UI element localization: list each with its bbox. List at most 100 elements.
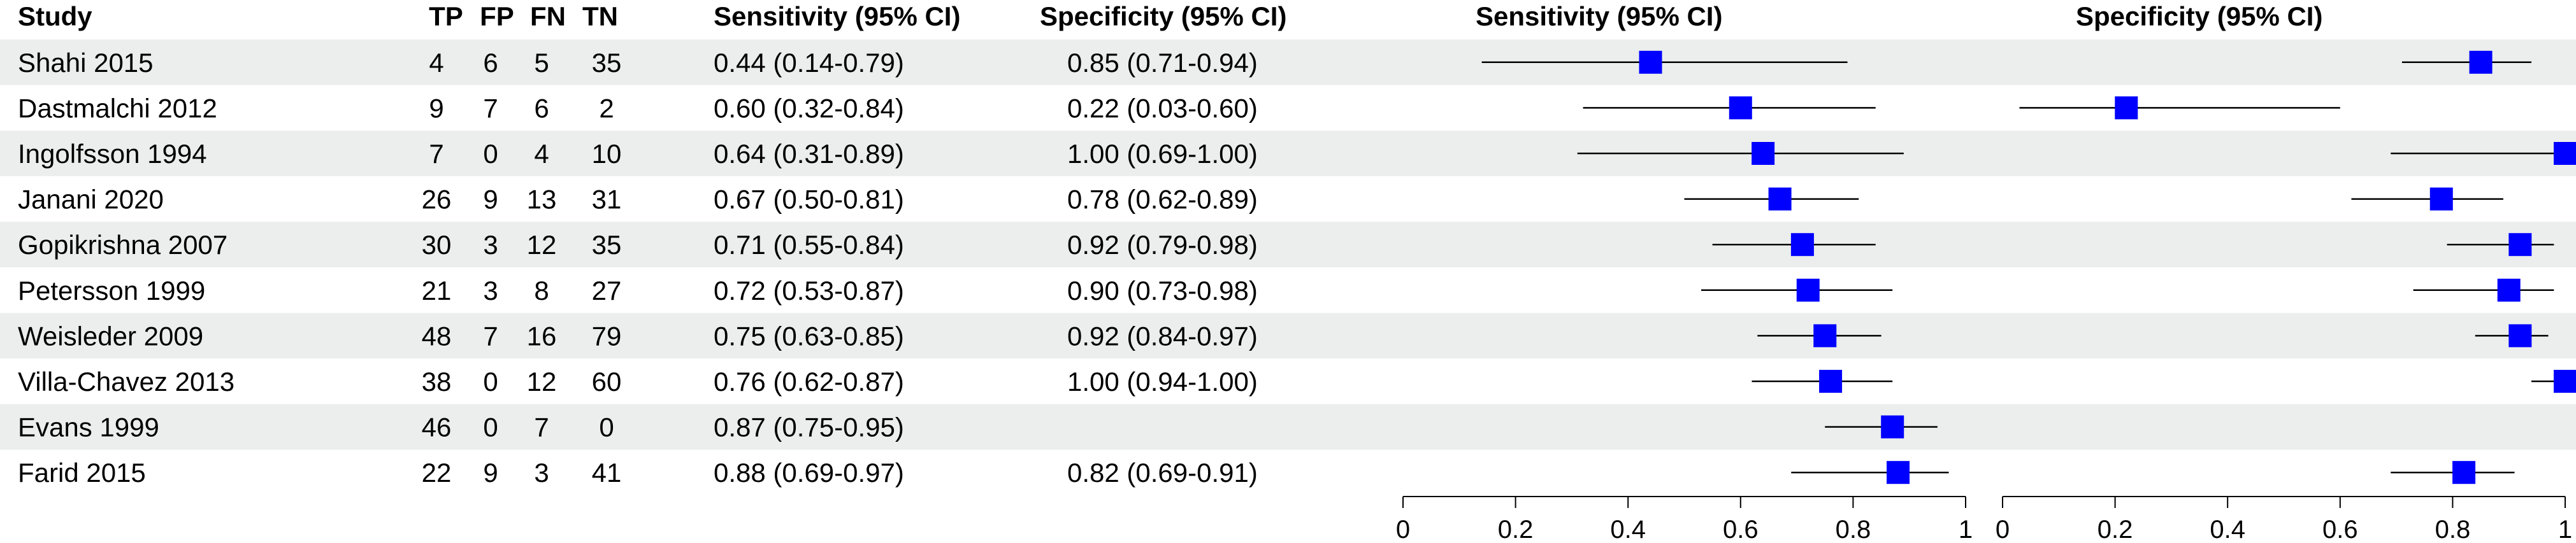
specificity-panel-title: Specificity (95% CI) [2076, 1, 2322, 31]
cell-fn: 7 [534, 413, 549, 442]
header-tn: TN [582, 1, 618, 31]
table-row: Petersson 1999 21 3 8 27 0.72 (0.53-0.87) 0.90… [18, 276, 1258, 306]
sensitivity-point-marker [1639, 50, 1662, 74]
specificity-point-marker [2452, 461, 2476, 484]
cell-sens-text: 0.88 (0.69-0.97) [714, 458, 904, 488]
cell-fp: 0 [483, 367, 498, 397]
cell-fp: 7 [483, 93, 498, 123]
specificity-tick-label: 0.8 [2435, 516, 2471, 543]
sensitivity-point-marker [1752, 142, 1775, 165]
cell-spec-text: 0.92 (0.84-0.97) [1067, 321, 1258, 351]
header-tp: TP [429, 1, 463, 31]
cell-spec-text: 0.82 (0.69-0.91) [1067, 458, 1258, 488]
cell-spec-text: 0.22 (0.03-0.60) [1067, 93, 1258, 123]
sensitivity-tick-label: 0.2 [1498, 516, 1534, 543]
cell-spec-text: 0.90 (0.73-0.98) [1067, 276, 1258, 306]
cell-tn: 79 [592, 321, 622, 351]
cell-fn: 3 [534, 458, 549, 488]
cell-tp: 26 [422, 185, 452, 215]
cell-study: Weisleder 2009 [18, 321, 203, 351]
cell-study: Evans 1999 [18, 413, 159, 442]
cell-sens-text: 0.60 (0.32-0.84) [714, 93, 904, 123]
cell-fn: 5 [534, 48, 549, 78]
cell-sens-text: 0.67 (0.50-0.81) [714, 185, 904, 215]
specificity-tick-label: 1 [2558, 516, 2572, 543]
cell-tn: 2 [599, 93, 614, 123]
cell-tp: 30 [422, 230, 452, 260]
cell-tn: 10 [592, 139, 622, 169]
table-row: Evans 1999 46 0 7 0 0.87 (0.75-0.95) [18, 413, 904, 442]
cell-tn: 27 [592, 276, 622, 306]
cell-fn: 4 [534, 139, 549, 169]
cell-fp: 0 [483, 413, 498, 442]
cell-tn: 35 [592, 230, 622, 260]
cell-fp: 0 [483, 139, 498, 169]
header-fn: FN [530, 1, 566, 31]
specificity-point-marker [2508, 324, 2532, 348]
cell-fp: 9 [483, 458, 498, 488]
table-row: Gopikrishna 2007 30 3 12 35 0.71 (0.55-0.84) 0… [18, 230, 1258, 260]
cell-study: Janani 2020 [18, 185, 164, 215]
row-stripes [0, 39, 2576, 450]
cell-study: Ingolfsson 1994 [18, 139, 207, 169]
header-sensitivity: Sensitivity (95% CI) [714, 1, 960, 31]
specificity-point-marker [2115, 96, 2138, 120]
cell-study: Farid 2015 [18, 458, 146, 488]
cell-sens-text: 0.71 (0.55-0.84) [714, 230, 904, 260]
specificity-panel: Specificity (95% CI) 0 0.2 0.4 0.6 0.8 1 [1996, 1, 2576, 543]
sensitivity-tick-label: 0.8 [1836, 516, 1871, 543]
table-row: Janani 2020 26 9 13 31 0.67 (0.50-0.81) 0.78 (… [18, 185, 1258, 215]
cell-fn: 13 [527, 185, 557, 215]
specificity-tick-label: 0.6 [2322, 516, 2358, 543]
specificity-point-marker [2469, 50, 2493, 74]
cell-tp: 9 [429, 93, 443, 123]
cell-sens-text: 0.75 (0.63-0.85) [714, 321, 904, 351]
sensitivity-tick-label: 1 [1959, 516, 1973, 543]
cell-fp: 3 [483, 230, 498, 260]
cell-sens-text: 0.76 (0.62-0.87) [714, 367, 904, 397]
cell-tn: 31 [592, 185, 622, 215]
cell-tn: 0 [599, 413, 614, 442]
specificity-point-marker [2554, 142, 2576, 165]
sensitivity-point-marker [1768, 187, 1792, 211]
specificity-point-marker [2554, 370, 2576, 393]
row-stripe [0, 39, 2576, 85]
cell-tn: 60 [592, 367, 622, 397]
sensitivity-panel-title: Sensitivity (95% CI) [1476, 1, 1722, 31]
specificity-point-marker [2429, 187, 2453, 211]
specificity-point-marker [2508, 233, 2532, 257]
cell-sens-text: 0.64 (0.31-0.89) [714, 139, 904, 169]
cell-fn: 16 [527, 321, 557, 351]
sensitivity-point-marker [1813, 324, 1837, 348]
cell-study: Dastmalchi 2012 [18, 93, 217, 123]
cell-tp: 4 [429, 48, 443, 78]
cell-tp: 46 [422, 413, 452, 442]
sensitivity-point-marker [1790, 233, 1814, 257]
sensitivity-tick-label: 0.4 [1610, 516, 1646, 543]
cell-tp: 48 [422, 321, 452, 351]
sensitivity-tick-label: 0.6 [1723, 516, 1759, 543]
cell-fn: 12 [527, 367, 557, 397]
sensitivity-panel: Sensitivity (95% CI) 0 0.2 0.4 0.6 0.8 1 [1396, 1, 1973, 543]
cell-tn: 35 [592, 48, 622, 78]
cell-spec-text: 0.92 (0.79-0.98) [1067, 230, 1258, 260]
table-header: Study TP FP FN TN Sensitivity (95% CI) S… [18, 1, 1286, 31]
sensitivity-tick-label: 0 [1396, 516, 1410, 543]
cell-sens-text: 0.87 (0.75-0.95) [714, 413, 904, 442]
sensitivity-point-marker [1881, 415, 1904, 439]
table-body: Shahi 2015 4 6 5 35 0.44 (0.14-0.79) 0.85 (0.7… [18, 48, 1258, 488]
table-row: Farid 2015 22 9 3 41 0.88 (0.69-0.97) 0.82 (0.… [18, 458, 1258, 488]
cell-fp: 6 [483, 48, 498, 78]
row-stripe [0, 404, 2576, 450]
cell-fp: 7 [483, 321, 498, 351]
cell-fn: 8 [534, 276, 549, 306]
cell-sens-text: 0.44 (0.14-0.79) [714, 48, 904, 78]
table-row: Villa-Chavez 2013 38 0 12 60 0.76 (0.62-0.87)… [18, 367, 1258, 397]
cell-fp: 3 [483, 276, 498, 306]
cell-study: Petersson 1999 [18, 276, 205, 306]
cell-tp: 21 [422, 276, 452, 306]
header-fp: FP [480, 1, 514, 31]
cell-study: Shahi 2015 [18, 48, 154, 78]
header-study: Study [18, 1, 92, 31]
cell-spec-text: 1.00 (0.69-1.00) [1067, 139, 1258, 169]
